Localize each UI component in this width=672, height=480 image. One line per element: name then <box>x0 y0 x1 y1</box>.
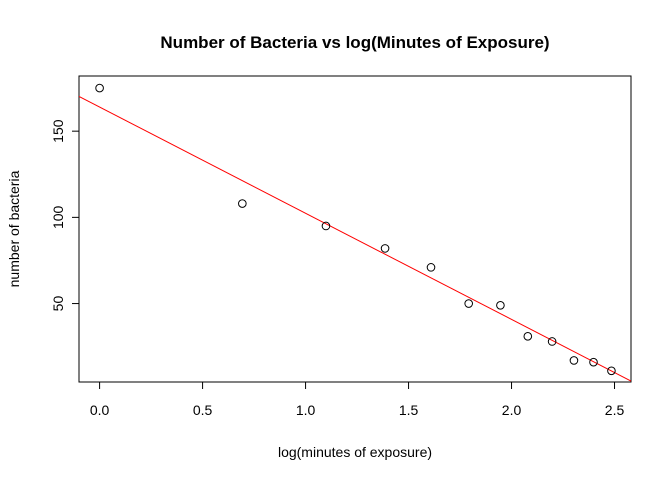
data-point <box>426 263 436 272</box>
x-tick-label: 2.0 <box>502 402 522 418</box>
x-tick-label: 1.5 <box>399 402 419 418</box>
x-tick-label: 0.0 <box>90 402 110 418</box>
data-point <box>464 299 473 308</box>
chart-title: Number of Bacteria vs log(Minutes of Exp… <box>160 33 549 52</box>
data-point <box>547 337 557 346</box>
x-axis-label: log(minutes of exposure) <box>278 444 432 460</box>
y-tick-label: 150 <box>50 119 66 143</box>
x-tick-label: 1.0 <box>296 402 316 418</box>
regression-line-layer <box>79 95 631 382</box>
data-point <box>569 356 579 365</box>
data-point <box>380 244 390 253</box>
plot-frame <box>78 75 632 383</box>
data-point <box>589 357 598 367</box>
y-tick-label: 100 <box>50 205 66 229</box>
x-axis: 0.0 0.5 1.0 1.5 2.0 2.5 <box>90 381 625 418</box>
y-axis-label: number of bacteria <box>6 170 22 287</box>
data-point <box>496 300 505 310</box>
data-point <box>95 83 104 93</box>
data-points-layer <box>95 83 616 376</box>
data-point <box>321 221 331 231</box>
data-point <box>523 332 533 341</box>
regression-line <box>79 95 631 382</box>
x-tick-label: 2.5 <box>605 402 625 418</box>
y-axis: 50 100 150 <box>50 119 80 312</box>
data-point <box>238 199 247 208</box>
y-tick-label: 50 <box>50 296 66 312</box>
data-point <box>607 366 616 376</box>
x-tick-label: 0.5 <box>193 402 213 418</box>
